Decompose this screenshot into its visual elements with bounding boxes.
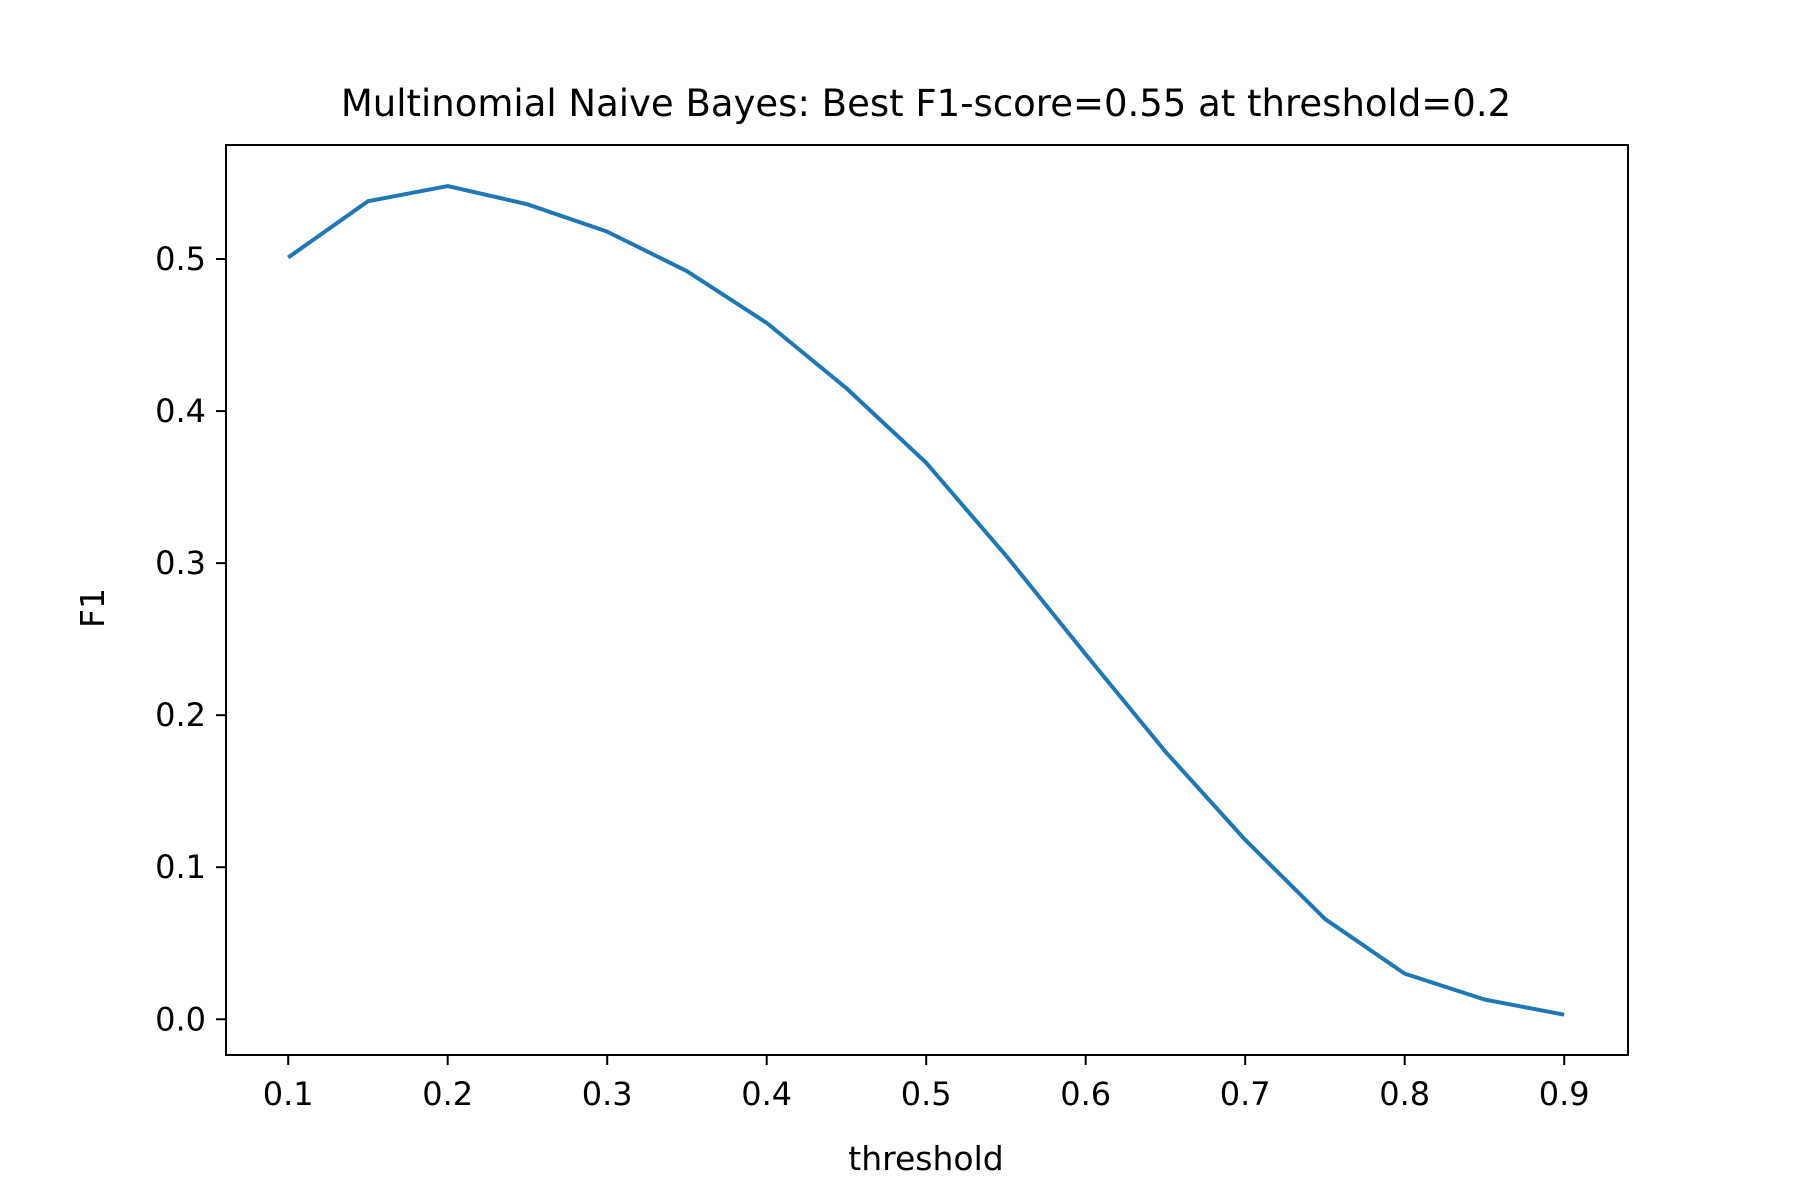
y-tick-label: 0.5 [155,240,206,278]
axes: 0.1 0.2 0.3 0.4 0.5 0.6 0.7 0.8 0.9 0.0 0.1 0.2 0.3 0… [155,240,1590,1113]
x-tick-label: 0.7 [1220,1075,1271,1113]
x-axis-label: threshold [848,1139,1003,1178]
y-tick-label: 0.4 [155,392,206,430]
y-tick-label: 0.2 [155,696,206,734]
f1-series-line [287,184,1565,1017]
y-tick-label: 0.1 [155,848,206,886]
x-tick-label: 0.5 [901,1075,952,1113]
y-tick-label: 0.3 [155,544,206,582]
x-tick-label: 0.2 [422,1075,473,1113]
plot-frame [225,144,1629,1056]
x-tick-label: 0.9 [1539,1075,1590,1113]
x-tick-label: 0.4 [741,1075,792,1113]
plot-area [225,144,1629,1056]
x-tick-label: 0.1 [263,1075,314,1113]
x-tick-label: 0.3 [582,1075,633,1113]
chart-title: Multinomial Naive Bayes: Best F1-score=0… [341,82,1511,125]
y-axis-label: F1 [73,588,112,628]
x-tick-label: 0.8 [1379,1075,1430,1113]
y-tick-label: 0.0 [155,1000,206,1038]
x-tick-label: 0.6 [1060,1075,1111,1113]
